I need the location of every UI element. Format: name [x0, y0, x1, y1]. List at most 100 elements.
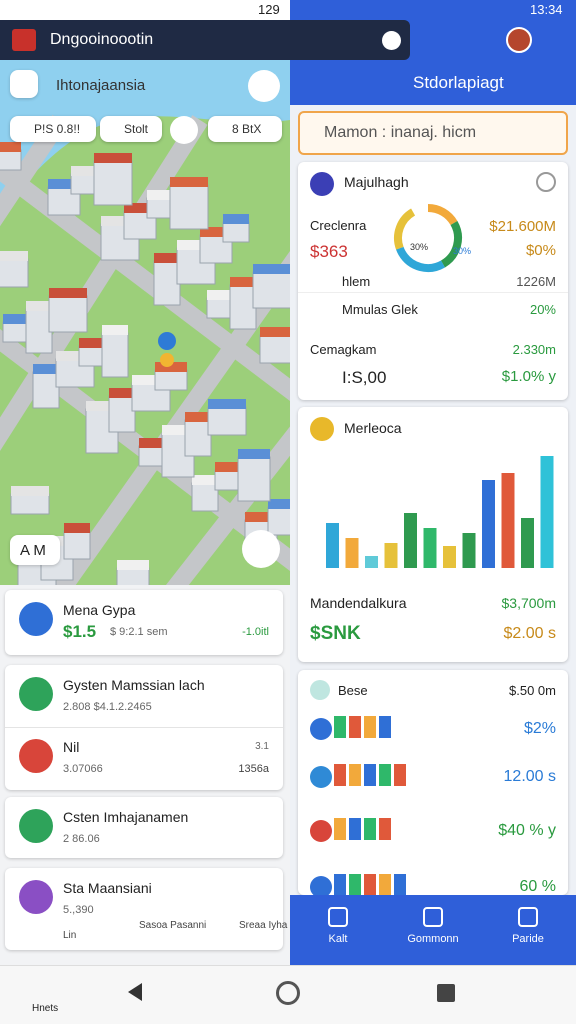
- summary-value: $0%: [525, 242, 556, 259]
- card-icon: [19, 880, 53, 914]
- list-value: 12.00 s: [503, 768, 556, 785]
- nav-icon[interactable]: [328, 907, 348, 927]
- card-title: Majulhagh: [344, 174, 409, 190]
- donut-segment: [394, 204, 463, 272]
- map-badge[interactable]: A M: [10, 535, 60, 565]
- donut-segment: [394, 204, 462, 272]
- nav-icon[interactable]: [518, 907, 538, 927]
- nav-icon[interactable]: [423, 907, 443, 927]
- bar: [384, 543, 398, 568]
- summary-label: Cemagkam: [310, 342, 377, 357]
- next-button[interactable]: [242, 530, 280, 568]
- card-title: Csten Imhajanamen: [63, 809, 189, 825]
- nav-label[interactable]: Kalt: [328, 933, 348, 945]
- list-value: $2%: [523, 720, 556, 737]
- bar: [345, 538, 359, 568]
- card-icon: [310, 680, 330, 700]
- summary-label: $363: [310, 242, 348, 261]
- summary-card[interactable]: Gysten Mamssian lach 2.808 $4.1.2.2465 Nil…: [5, 665, 283, 790]
- mini-bar: [349, 716, 361, 738]
- summary-card[interactable]: Majulhagh 30% 30% Creclenra $21.600M $363 $0% h…: [298, 162, 568, 400]
- card-tag: Lin: [63, 930, 77, 941]
- status-bar-left: [0, 0, 290, 20]
- mini-bar: [364, 874, 376, 896]
- card-title: Merleoca: [344, 420, 402, 436]
- back-button[interactable]: [10, 70, 38, 98]
- summary-card[interactable]: Csten Imhajanamen 2 86.06: [5, 797, 283, 858]
- summary-card[interactable]: Sta Maansiani 5.,390 Lin Sasoa Pasanni Sreaa…: [5, 868, 287, 950]
- app-icon: [12, 29, 36, 51]
- app-title: Dngooinoootin: [50, 31, 154, 48]
- map-chip[interactable]: P!S 0.8!!: [10, 116, 96, 142]
- recents-key[interactable]: [437, 984, 455, 1002]
- bar: [365, 556, 378, 568]
- chart-card[interactable]: Merleoca Mandendalkura $3,700m $SNK $2.00 s: [298, 407, 568, 662]
- list-value: $.50 0m: [509, 683, 556, 698]
- card-icon: [310, 172, 334, 196]
- status-signal: 129: [258, 2, 280, 17]
- mini-bar: [334, 874, 346, 896]
- map-chip[interactable]: 8 BtX: [208, 116, 282, 142]
- mini-bar: [334, 818, 346, 840]
- row-icon: [310, 766, 332, 788]
- toggle[interactable]: [536, 172, 556, 192]
- chart-value: $2.00 s: [503, 625, 556, 642]
- list-card[interactable]: Bese $.50 0m $2% 12.00 s $40 % y 60 %: [298, 670, 568, 898]
- card-side-sub: 1356a: [238, 763, 269, 775]
- bar: [501, 473, 515, 568]
- map-chip-icon[interactable]: [170, 116, 198, 144]
- map-chip-text: P!S 0.8!!: [34, 122, 81, 136]
- nav-label[interactable]: Paride: [512, 933, 544, 945]
- summary-label: I:S,00: [342, 368, 387, 387]
- summary-label: hlem: [342, 274, 371, 289]
- bar: [326, 523, 339, 568]
- bar: [482, 480, 495, 568]
- card-icon: [310, 417, 334, 441]
- card-title: Bese: [338, 683, 368, 698]
- bar: [540, 456, 554, 568]
- summary-value: $21.600M: [489, 218, 556, 235]
- mini-bar: [349, 764, 361, 786]
- row-icon: [310, 820, 332, 842]
- map-title: Ihtonajaansia: [56, 77, 146, 94]
- bar: [521, 518, 534, 568]
- card-delta: -1.0itl: [242, 626, 269, 638]
- search-box[interactable]: Mamon : inanaj. hicm: [298, 111, 568, 155]
- mini-bar: [379, 764, 391, 786]
- map-chip-text: 8 BtX: [232, 122, 262, 136]
- bar: [443, 546, 456, 568]
- bottom-nav: Kalt Gommonn Paride: [290, 895, 576, 965]
- card-value: $1.5: [63, 622, 97, 641]
- map-chip[interactable]: Stolt: [100, 116, 162, 142]
- bar: [423, 528, 437, 568]
- card-action[interactable]: Sasoa Pasanni: [139, 920, 207, 931]
- card-icon: [19, 739, 53, 773]
- donut-label: 30%: [410, 242, 429, 252]
- summary-value: 1226M: [516, 274, 556, 289]
- mini-bar: [364, 764, 376, 786]
- list-value: 60 %: [519, 878, 556, 895]
- divider: [298, 292, 568, 293]
- map[interactable]: [0, 60, 290, 585]
- list-value: $40 % y: [498, 822, 556, 839]
- summary-card[interactable]: Mena Gypa $1.5 $ 9:2.1 sem -1.0itl: [5, 590, 283, 655]
- back-key[interactable]: [128, 983, 142, 1001]
- status-time: 13:34: [530, 2, 563, 17]
- donut-chart: [394, 204, 463, 272]
- mini-bar: [379, 874, 391, 896]
- locate-button[interactable]: [248, 70, 280, 102]
- home-key[interactable]: [276, 981, 300, 1005]
- system-home-label: Hnets: [32, 1003, 59, 1014]
- card-title: Nil: [63, 739, 80, 755]
- mini-bar: [334, 764, 346, 786]
- chart-label: $SNK: [310, 623, 361, 644]
- avatar[interactable]: [506, 27, 532, 53]
- search-placeholder: Mamon : inanaj. hicm: [324, 124, 477, 141]
- card-subtitle: 2.808 $4.1.2.2465: [63, 701, 152, 713]
- mini-bar: [334, 716, 346, 738]
- add-button[interactable]: [382, 31, 401, 50]
- card-action[interactable]: Sreaa Iyha: [239, 920, 288, 931]
- mini-bar: [349, 818, 361, 840]
- nav-label[interactable]: Gommonn: [407, 933, 459, 945]
